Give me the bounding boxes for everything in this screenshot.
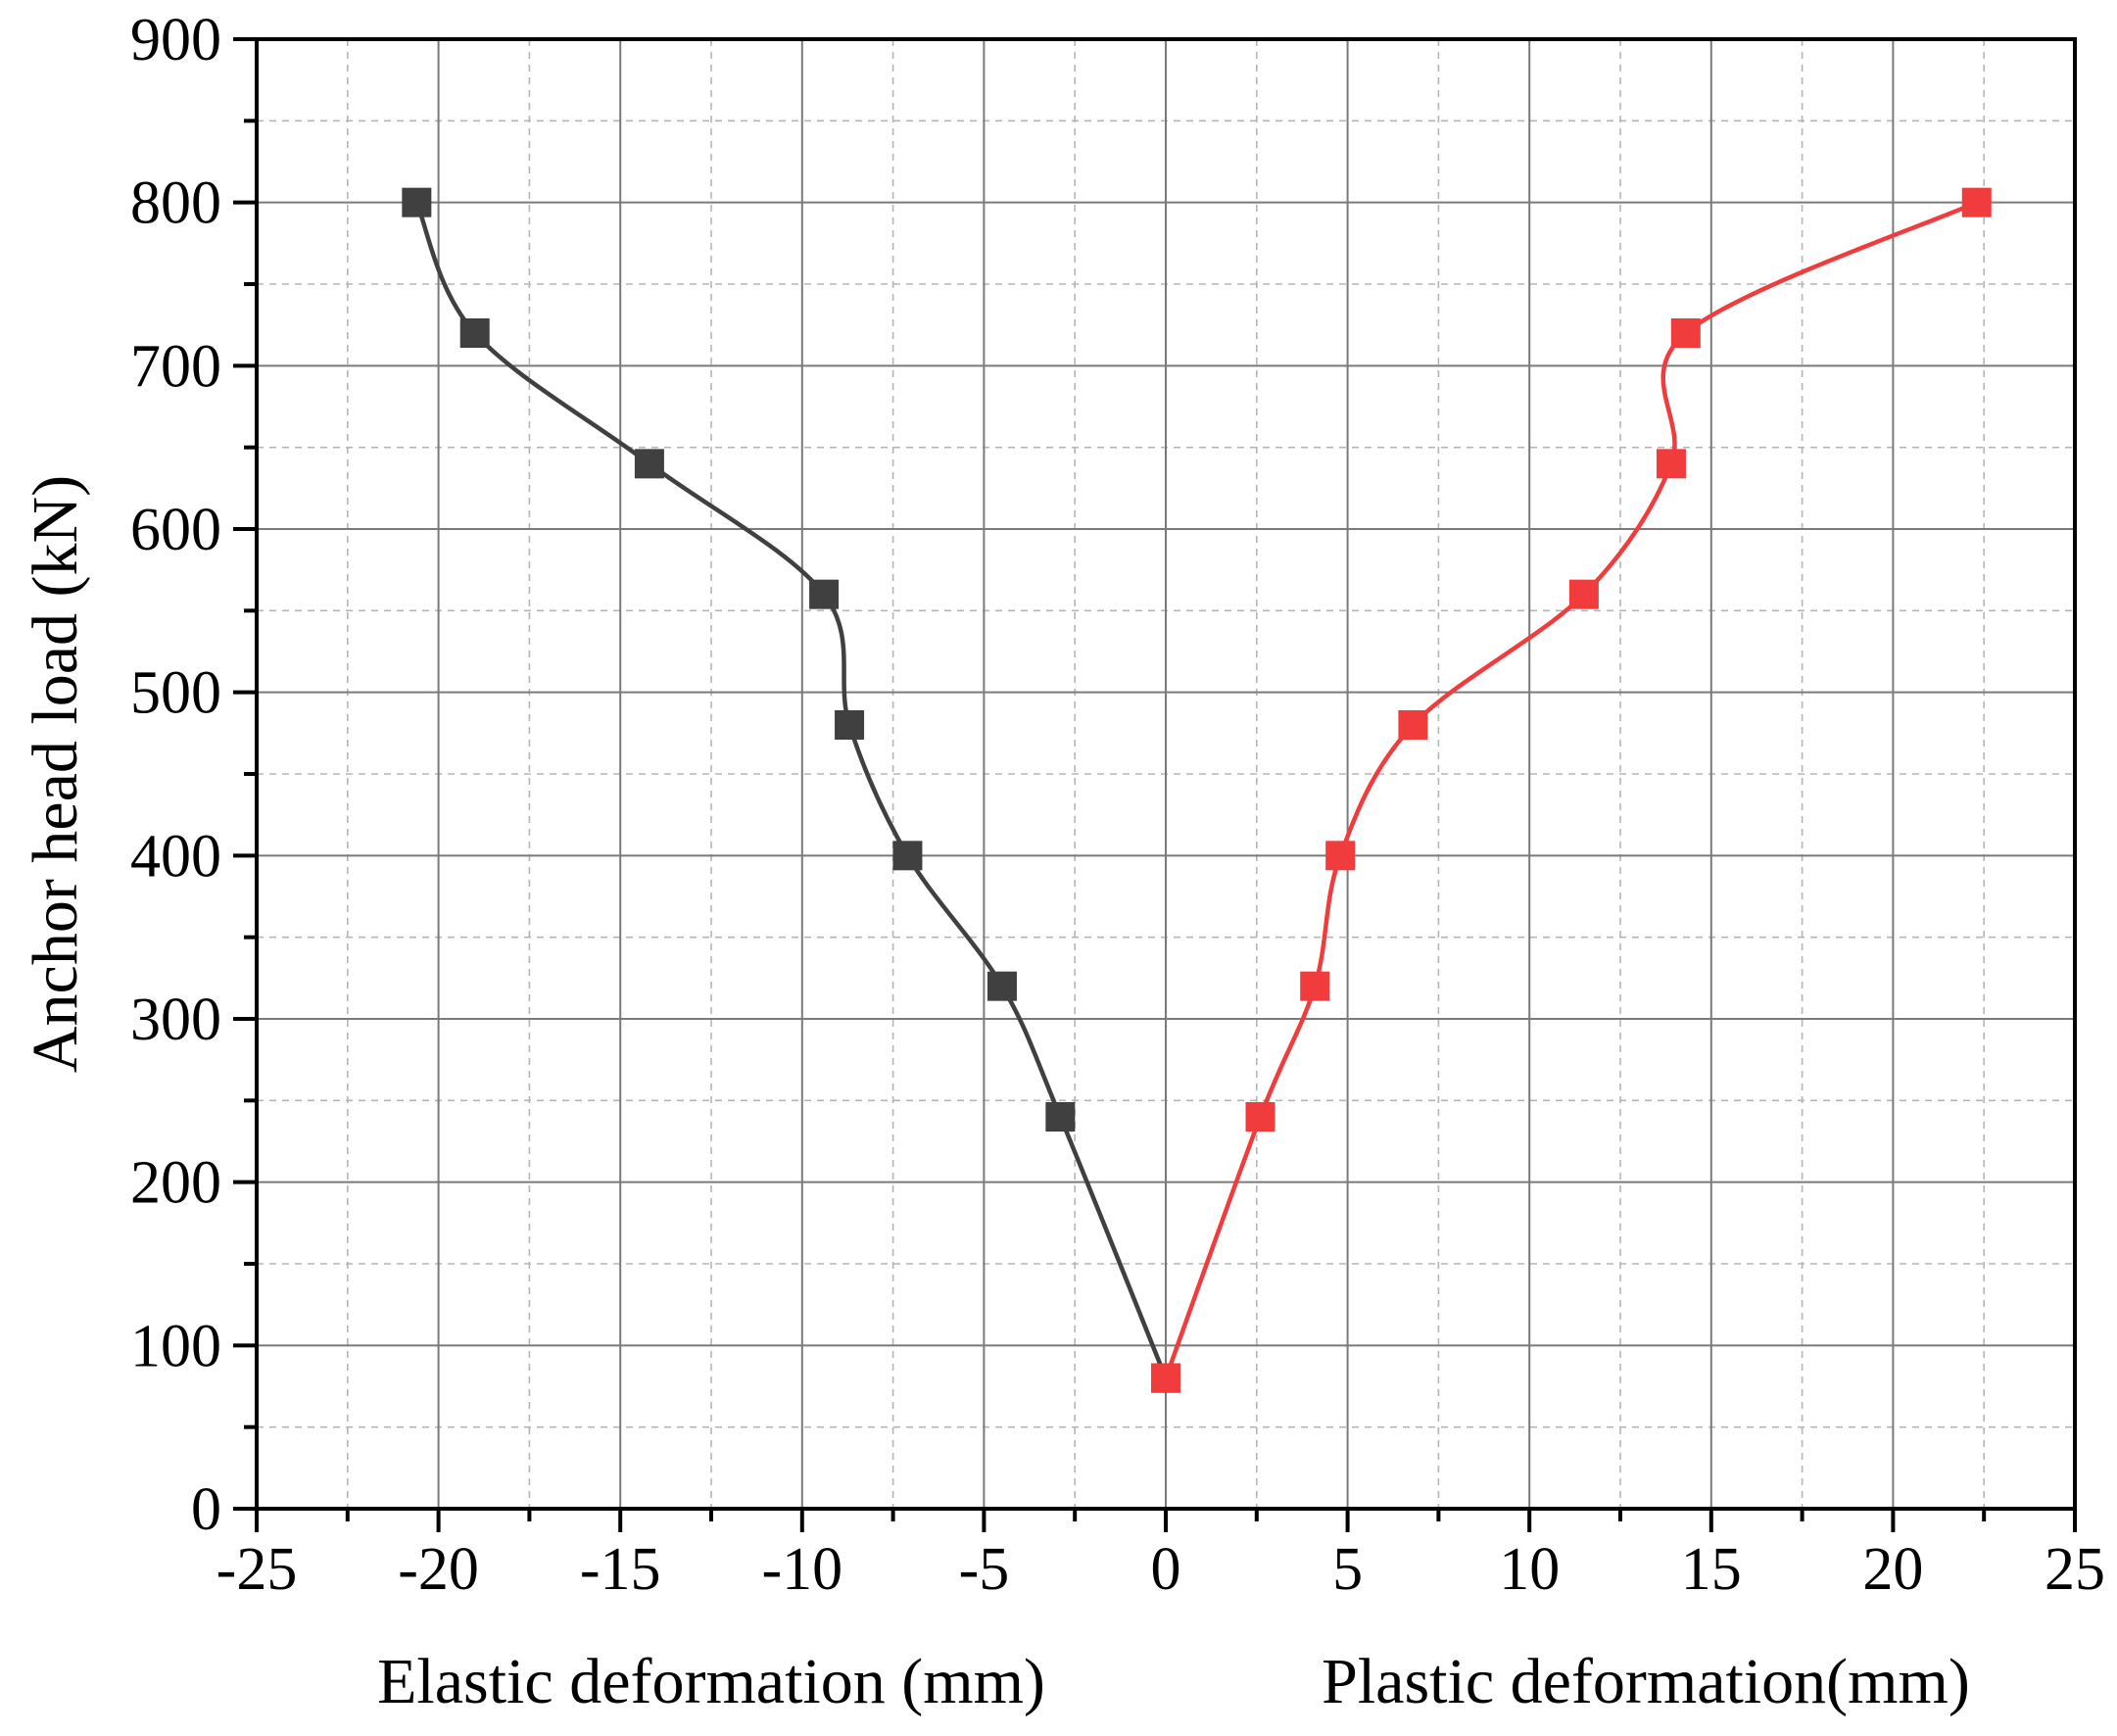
y-tick-label: 800 <box>130 170 221 237</box>
x-tick-label: 25 <box>2045 1536 2105 1603</box>
grid <box>257 39 2075 1509</box>
data-point-marker <box>1398 710 1428 740</box>
x-tick-label: 5 <box>1332 1536 1363 1603</box>
data-point-marker <box>402 187 432 217</box>
data-point-marker <box>892 841 923 871</box>
x-tick-label: 0 <box>1151 1536 1181 1603</box>
y-tick-label: 700 <box>130 333 221 400</box>
y-tick-label: 900 <box>130 7 221 73</box>
series <box>402 187 1992 1393</box>
x-axis-label-elastic: Elastic deformation (mm) <box>377 1646 1045 1717</box>
data-point-marker <box>459 318 490 348</box>
data-point-marker <box>1961 187 1992 217</box>
x-tick-label: 15 <box>1681 1536 1742 1603</box>
x-tick-label: -5 <box>959 1536 1010 1603</box>
y-axis-label: Anchor head load (kN) <box>20 475 91 1073</box>
data-point-marker <box>986 971 1017 1001</box>
axis-ticks <box>233 37 2077 1532</box>
y-tick-label: 300 <box>130 987 221 1053</box>
data-point-marker <box>1151 1363 1180 1393</box>
x-axis-label-plastic: Plastic deformation(mm) <box>1322 1646 1970 1717</box>
data-point-marker <box>1300 971 1330 1001</box>
data-point-marker <box>1656 449 1686 479</box>
x-tick-label: -20 <box>398 1536 479 1603</box>
tick-labels: -25 -20 -15 -10 -5 0 5 10 15 20 25 0 100 200 300 400 500… <box>130 7 2105 1603</box>
x-tick-label: -10 <box>761 1536 842 1603</box>
data-point-marker <box>1670 318 1701 348</box>
data-point-marker <box>1045 1102 1076 1132</box>
data-point-marker <box>1568 579 1599 609</box>
y-tick-label: 0 <box>191 1476 221 1543</box>
data-point-marker <box>1245 1102 1275 1132</box>
data-point-marker <box>1325 841 1356 871</box>
data-point-marker <box>809 579 840 609</box>
data-point-marker <box>634 449 664 479</box>
x-tick-label: 10 <box>1499 1536 1560 1603</box>
y-tick-label: 600 <box>130 497 221 563</box>
y-tick-label: 100 <box>130 1313 221 1379</box>
series-plastic-deformation <box>1151 187 1992 1393</box>
y-tick-label: 500 <box>130 660 221 727</box>
data-point-marker <box>835 710 865 740</box>
y-tick-label: 200 <box>130 1150 221 1217</box>
x-tick-label: 20 <box>1862 1536 1923 1603</box>
y-tick-label: 400 <box>130 823 221 890</box>
x-tick-label: -15 <box>580 1536 661 1603</box>
x-tick-label: -25 <box>217 1536 298 1603</box>
